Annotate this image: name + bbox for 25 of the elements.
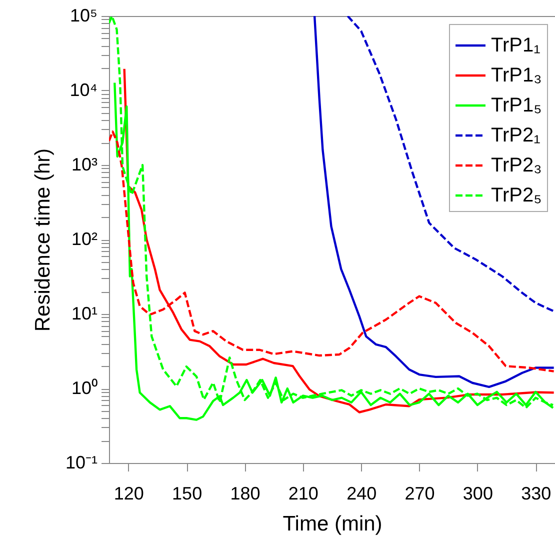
legend-label: TrP1₁ <box>491 34 541 56</box>
legend-label: TrP2₃ <box>491 154 542 176</box>
y-tick-label: 10⁰ <box>71 378 98 398</box>
y-tick-label: 10¹ <box>71 304 98 324</box>
x-tick-label: 210 <box>288 484 318 504</box>
y-tick-label: 10³ <box>71 154 98 174</box>
y-tick-label: 10⁴ <box>70 80 98 100</box>
legend-label: TrP2₁ <box>491 124 541 146</box>
x-tick-label: 150 <box>172 484 202 504</box>
legend-label: TrP1₃ <box>491 64 542 86</box>
x-tick-label: 330 <box>521 484 552 504</box>
legend-label: TrP2₅ <box>491 184 542 206</box>
x-axis-title: Time (min) <box>282 512 382 536</box>
line-series <box>313 16 555 388</box>
y-tick-label: 10⁻¹ <box>65 452 98 472</box>
x-tick-label: 300 <box>462 484 493 504</box>
legend-label: TrP1₅ <box>491 94 542 116</box>
y-axis-title: Residence time (hr) <box>31 148 54 332</box>
x-tick-label: 180 <box>230 484 260 504</box>
line-series <box>346 16 555 312</box>
y-tick-label: 10² <box>71 229 98 249</box>
x-tick-label: 270 <box>404 484 435 504</box>
x-tick-label: 120 <box>114 484 144 504</box>
x-tick-label: 240 <box>346 484 377 504</box>
y-tick-label: 10⁵ <box>70 6 98 26</box>
